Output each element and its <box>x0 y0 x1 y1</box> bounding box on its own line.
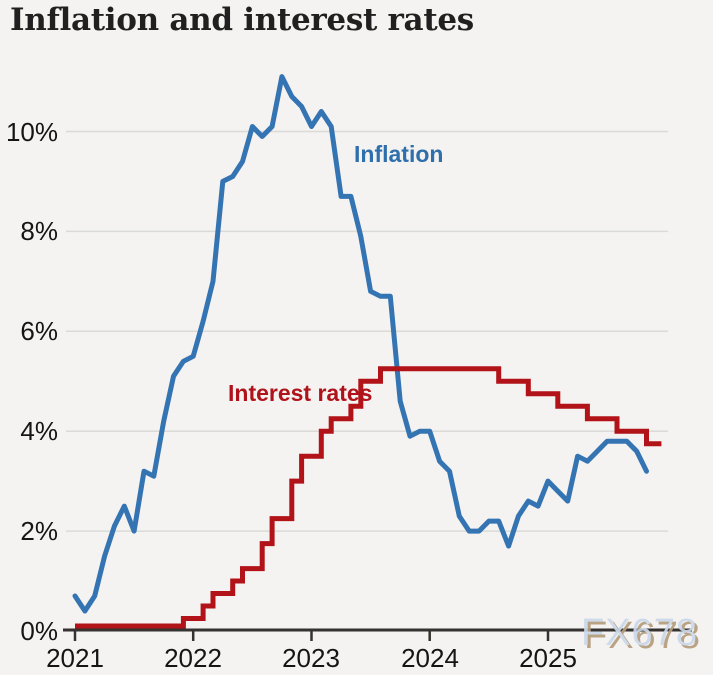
x-axis <box>63 628 692 641</box>
x-axis-label: 2023 <box>282 643 340 673</box>
x-axis-label: 2021 <box>46 643 104 673</box>
interest-rates-line <box>75 366 662 629</box>
series-lines <box>72 74 662 629</box>
interest-rates-series-label: Interest rates <box>228 380 373 406</box>
inflation-series-label: Inflation <box>354 141 444 167</box>
y-axis-label: 10% <box>5 117 58 147</box>
watermark: FX678 <box>581 612 698 654</box>
chart-title: Inflation and interest rates <box>10 2 474 38</box>
y-axis-label: 2% <box>20 516 58 546</box>
inflation-line <box>72 74 649 614</box>
x-axis-label: 2024 <box>401 643 459 673</box>
y-axis-label: 8% <box>20 216 58 246</box>
y-axis-label: 6% <box>20 316 58 346</box>
y-axis-label: 4% <box>20 416 58 446</box>
gridlines <box>66 130 668 532</box>
x-axis-label: 2025 <box>519 643 577 673</box>
y-axis-label: 0% <box>20 616 58 646</box>
x-axis-label: 2022 <box>164 643 222 673</box>
